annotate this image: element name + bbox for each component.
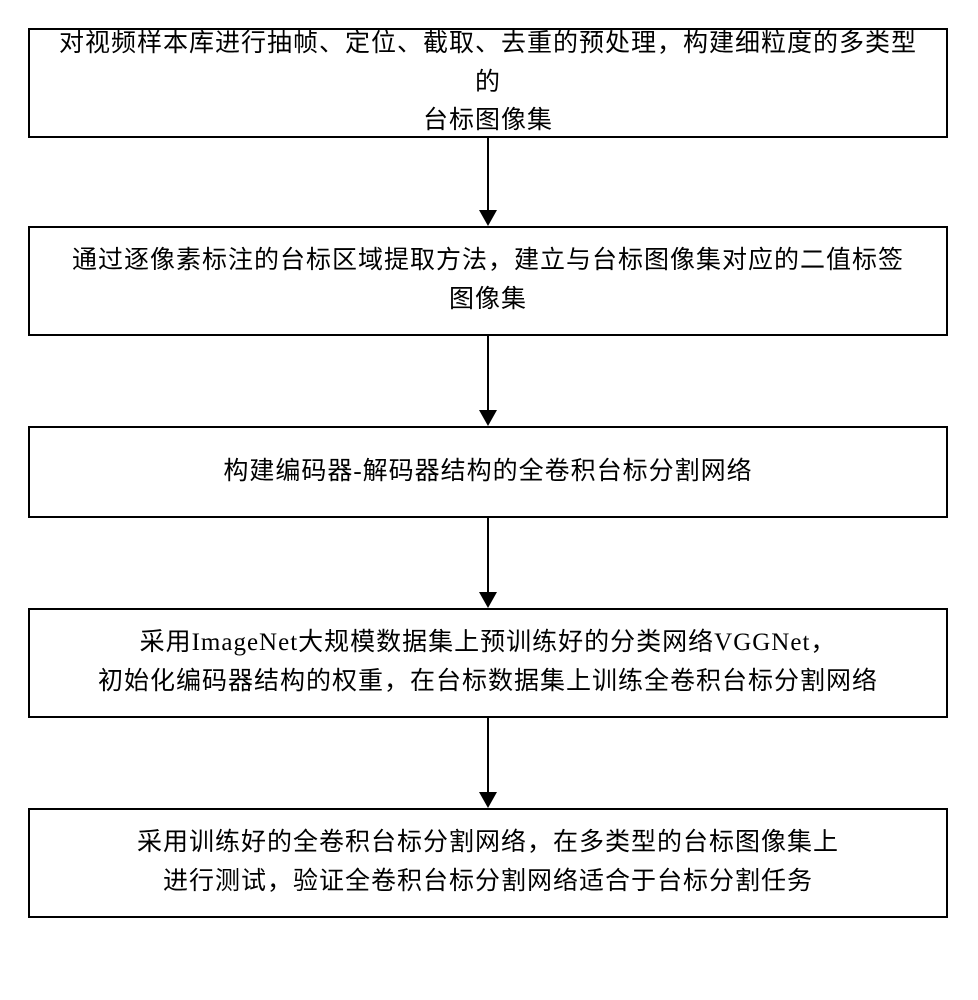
arrow-1-stem <box>487 138 489 210</box>
flow-node-5: 采用训练好的全卷积台标分割网络，在多类型的台标图像集上 进行测试，验证全卷积台标… <box>28 808 948 918</box>
arrow-3-head <box>479 592 497 608</box>
arrow-2-head <box>479 410 497 426</box>
flow-node-1-label: 对视频样本库进行抽帧、定位、截取、去重的预处理，构建细粒度的多类型的 台标图像集 <box>50 25 926 141</box>
arrow-1-head <box>479 210 497 226</box>
flow-node-5-label: 采用训练好的全卷积台标分割网络，在多类型的台标图像集上 进行测试，验证全卷积台标… <box>137 824 839 902</box>
arrow-2-stem <box>487 336 489 410</box>
arrow-3-stem <box>487 518 489 592</box>
flow-node-4: 采用ImageNet大规模数据集上预训练好的分类网络VGGNet， 初始化编码器… <box>28 608 948 718</box>
flow-node-2-label: 通过逐像素标注的台标区域提取方法，建立与台标图像集对应的二值标签 图像集 <box>72 242 904 320</box>
flow-node-3: 构建编码器-解码器结构的全卷积台标分割网络 <box>28 426 948 518</box>
arrow-4-stem <box>487 718 489 792</box>
flow-node-3-label: 构建编码器-解码器结构的全卷积台标分割网络 <box>223 453 752 492</box>
arrow-4-head <box>479 792 497 808</box>
flow-node-4-label: 采用ImageNet大规模数据集上预训练好的分类网络VGGNet， 初始化编码器… <box>98 624 878 702</box>
flow-node-1: 对视频样本库进行抽帧、定位、截取、去重的预处理，构建细粒度的多类型的 台标图像集 <box>28 28 948 138</box>
flow-node-2: 通过逐像素标注的台标区域提取方法，建立与台标图像集对应的二值标签 图像集 <box>28 226 948 336</box>
flowchart-canvas: 对视频样本库进行抽帧、定位、截取、去重的预处理，构建细粒度的多类型的 台标图像集… <box>0 0 978 1000</box>
